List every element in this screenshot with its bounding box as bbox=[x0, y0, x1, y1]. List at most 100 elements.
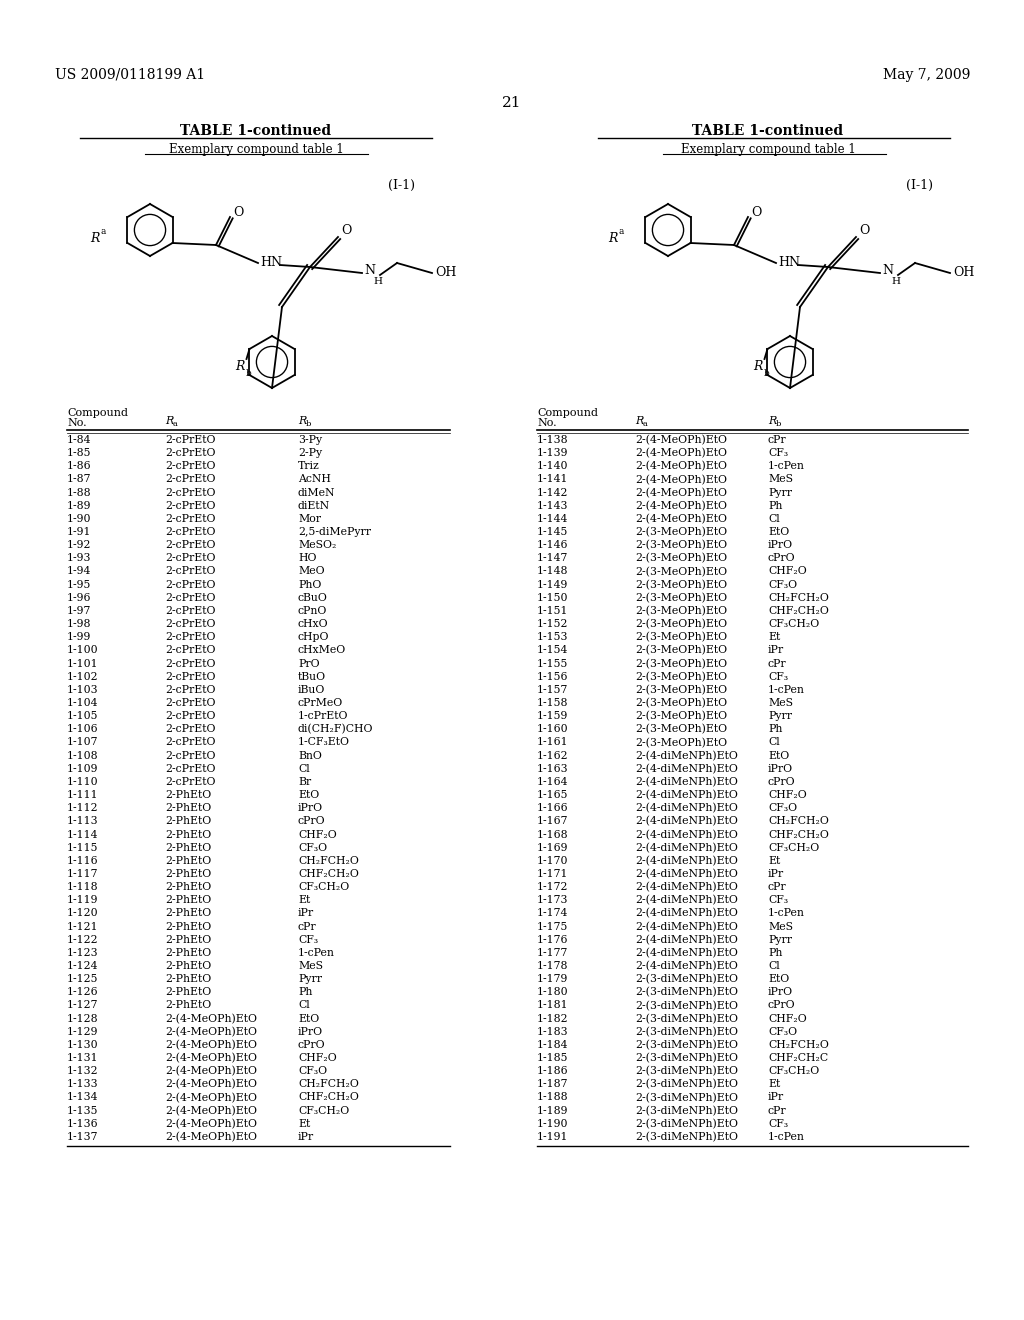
Text: 1-116: 1-116 bbox=[67, 855, 98, 866]
Text: cPr: cPr bbox=[768, 1106, 786, 1115]
Text: CH₂FCH₂O: CH₂FCH₂O bbox=[298, 1080, 358, 1089]
Text: R: R bbox=[608, 231, 617, 244]
Text: 1-120: 1-120 bbox=[67, 908, 98, 919]
Text: iPrO: iPrO bbox=[768, 540, 794, 550]
Text: 2-(3-diMeNPh)EtO: 2-(3-diMeNPh)EtO bbox=[635, 1080, 738, 1090]
Text: 2-(3-MeOPh)EtO: 2-(3-MeOPh)EtO bbox=[635, 711, 727, 722]
Text: 1-106: 1-106 bbox=[67, 725, 98, 734]
Text: 1-164: 1-164 bbox=[537, 777, 568, 787]
Text: MeS: MeS bbox=[768, 698, 793, 708]
Text: 2-(4-diMeNPh)EtO: 2-(4-diMeNPh)EtO bbox=[635, 882, 738, 892]
Text: iPr: iPr bbox=[298, 908, 314, 919]
Text: 1-122: 1-122 bbox=[67, 935, 98, 945]
Text: 2-PhEtO: 2-PhEtO bbox=[165, 974, 211, 985]
Text: b: b bbox=[246, 368, 251, 378]
Text: cPrMeO: cPrMeO bbox=[298, 698, 343, 708]
Text: cPrO: cPrO bbox=[298, 1040, 326, 1049]
Text: Pyrr: Pyrr bbox=[768, 487, 792, 498]
Text: R: R bbox=[298, 416, 306, 426]
Text: (I-1): (I-1) bbox=[388, 178, 415, 191]
Text: 2-(4-MeOPh)EtO: 2-(4-MeOPh)EtO bbox=[165, 1106, 257, 1115]
Text: (I-1): (I-1) bbox=[906, 178, 933, 191]
Text: tBuO: tBuO bbox=[298, 672, 326, 681]
Text: 2-cPrEtO: 2-cPrEtO bbox=[165, 711, 215, 721]
Text: 2-(4-diMeNPh)EtO: 2-(4-diMeNPh)EtO bbox=[635, 842, 738, 853]
Text: 1-153: 1-153 bbox=[537, 632, 568, 643]
Text: 2-(4-MeOPh)EtO: 2-(4-MeOPh)EtO bbox=[635, 487, 727, 498]
Text: 1-85: 1-85 bbox=[67, 449, 91, 458]
Text: 1-154: 1-154 bbox=[537, 645, 568, 656]
Text: 1-178: 1-178 bbox=[537, 961, 568, 972]
Text: 1-188: 1-188 bbox=[537, 1093, 568, 1102]
Text: 2-(4-MeOPh)EtO: 2-(4-MeOPh)EtO bbox=[165, 1053, 257, 1064]
Text: 2-cPrEtO: 2-cPrEtO bbox=[165, 751, 215, 760]
Text: CF₃O: CF₃O bbox=[768, 579, 797, 590]
Text: 1-138: 1-138 bbox=[537, 436, 568, 445]
Text: 1-119: 1-119 bbox=[67, 895, 98, 906]
Text: 1-113: 1-113 bbox=[67, 816, 98, 826]
Text: cPr: cPr bbox=[768, 659, 786, 668]
Text: O: O bbox=[341, 224, 351, 238]
Text: 1-180: 1-180 bbox=[537, 987, 568, 998]
Text: 1-94: 1-94 bbox=[67, 566, 91, 577]
Text: Cl: Cl bbox=[298, 764, 309, 774]
Text: 1-141: 1-141 bbox=[537, 474, 568, 484]
Text: Cl: Cl bbox=[768, 738, 779, 747]
Text: PhO: PhO bbox=[298, 579, 322, 590]
Text: CF₃CH₂O: CF₃CH₂O bbox=[768, 619, 819, 630]
Text: H: H bbox=[373, 276, 382, 285]
Text: 1-174: 1-174 bbox=[537, 908, 568, 919]
Text: 1-151: 1-151 bbox=[537, 606, 568, 616]
Text: 1-121: 1-121 bbox=[67, 921, 98, 932]
Text: CF₃: CF₃ bbox=[298, 935, 318, 945]
Text: CHF₂O: CHF₂O bbox=[298, 829, 337, 840]
Text: 2-cPrEtO: 2-cPrEtO bbox=[165, 513, 215, 524]
Text: 2-(4-MeOPh)EtO: 2-(4-MeOPh)EtO bbox=[635, 461, 727, 471]
Text: R: R bbox=[635, 416, 643, 426]
Text: 1-97: 1-97 bbox=[67, 606, 91, 616]
Text: 2-(3-diMeNPh)EtO: 2-(3-diMeNPh)EtO bbox=[635, 1106, 738, 1115]
Text: 1-166: 1-166 bbox=[537, 803, 568, 813]
Text: 2-cPrEtO: 2-cPrEtO bbox=[165, 474, 215, 484]
Text: Pyrr: Pyrr bbox=[298, 974, 322, 985]
Text: 2-(4-diMeNPh)EtO: 2-(4-diMeNPh)EtO bbox=[635, 961, 738, 972]
Text: 1-191: 1-191 bbox=[537, 1133, 568, 1142]
Text: 2-(4-MeOPh)EtO: 2-(4-MeOPh)EtO bbox=[635, 449, 727, 458]
Text: cPr: cPr bbox=[298, 921, 316, 932]
Text: CH₂FCH₂O: CH₂FCH₂O bbox=[768, 816, 828, 826]
Text: iPr: iPr bbox=[768, 1093, 784, 1102]
Text: iPrO: iPrO bbox=[768, 987, 794, 998]
Text: a: a bbox=[643, 420, 648, 428]
Text: Compound: Compound bbox=[67, 408, 128, 418]
Text: Et: Et bbox=[768, 1080, 780, 1089]
Text: 3-Py: 3-Py bbox=[298, 436, 323, 445]
Text: 2-cPrEtO: 2-cPrEtO bbox=[165, 698, 215, 708]
Text: CF₃CH₂O: CF₃CH₂O bbox=[298, 882, 349, 892]
Text: 1-124: 1-124 bbox=[67, 961, 98, 972]
Text: 2-(4-MeOPh)EtO: 2-(4-MeOPh)EtO bbox=[635, 474, 727, 484]
Text: CHF₂O: CHF₂O bbox=[768, 1014, 807, 1023]
Text: EtO: EtO bbox=[768, 527, 790, 537]
Text: CF₃O: CF₃O bbox=[768, 803, 797, 813]
Text: Et: Et bbox=[298, 895, 310, 906]
Text: 1-137: 1-137 bbox=[67, 1133, 98, 1142]
Text: Ph: Ph bbox=[768, 948, 782, 958]
Text: OH: OH bbox=[953, 267, 975, 280]
Text: 1-118: 1-118 bbox=[67, 882, 98, 892]
Text: 1-179: 1-179 bbox=[537, 974, 568, 985]
Text: 2-(4-MeOPh)EtO: 2-(4-MeOPh)EtO bbox=[165, 1040, 257, 1051]
Text: a: a bbox=[618, 227, 624, 236]
Text: HN: HN bbox=[260, 256, 282, 269]
Text: 2-(3-MeOPh)EtO: 2-(3-MeOPh)EtO bbox=[635, 672, 727, 682]
Text: 2-cPrEtO: 2-cPrEtO bbox=[165, 606, 215, 616]
Text: 2-(4-MeOPh)EtO: 2-(4-MeOPh)EtO bbox=[165, 1014, 257, 1024]
Text: 2-cPrEtO: 2-cPrEtO bbox=[165, 777, 215, 787]
Text: 1-123: 1-123 bbox=[67, 948, 98, 958]
Text: 2-PhEtO: 2-PhEtO bbox=[165, 961, 211, 972]
Text: 1-134: 1-134 bbox=[67, 1093, 98, 1102]
Text: 1-181: 1-181 bbox=[537, 1001, 568, 1010]
Text: 2-(3-MeOPh)EtO: 2-(3-MeOPh)EtO bbox=[635, 645, 727, 656]
Text: 1-109: 1-109 bbox=[67, 764, 98, 774]
Text: CH₂FCH₂O: CH₂FCH₂O bbox=[298, 855, 358, 866]
Text: 1-139: 1-139 bbox=[537, 449, 568, 458]
